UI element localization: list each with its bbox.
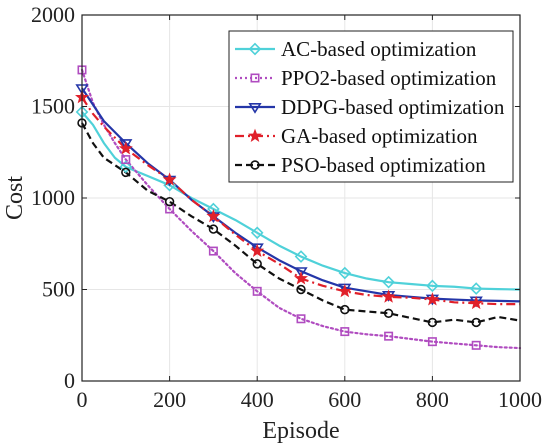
series-line-pso-based-optimization	[81, 122, 521, 324]
data-point-ac-based-optimization	[338, 266, 352, 280]
data-point-ac-based-optimization	[382, 275, 395, 289]
data-point-ppo2-based-optimization	[208, 246, 218, 256]
data-point-ac-based-optimization	[119, 160, 133, 174]
legend-label-ga-based-optimization: GA-based optimization	[281, 124, 478, 148]
legend-label-ddpg-based-optimization: DDPG-based optimization	[281, 95, 505, 119]
legend-label-ppo2-based-optimization: PPO2-based optimization	[281, 66, 497, 90]
data-point-ga-based-optimization	[162, 172, 177, 186]
y-tick-label: 0	[64, 368, 75, 393]
data-point-pso-based-optimization	[252, 259, 262, 269]
data-point-ppo2-based-optimization	[340, 327, 350, 337]
x-axis-label: Episode	[262, 418, 339, 444]
data-point-ac-based-optimization	[250, 226, 264, 240]
series-line-ppo2-based-optimization	[80, 68, 522, 350]
y-axis-label: Cost	[2, 176, 28, 220]
legend-label-pso-based-optimization: PSO-based optimization	[281, 153, 486, 177]
y-tick-label: 1000	[31, 185, 75, 210]
data-point-ddpg-based-optimization	[294, 267, 308, 278]
legend-label-ac-based-optimization: AC-based optimization	[281, 37, 477, 61]
legend-marker-ppo2-based-optimization	[250, 73, 260, 83]
legend-marker-pso-based-optimization	[250, 160, 260, 170]
data-point-ppo2-based-optimization	[384, 331, 394, 341]
data-point-ppo2-based-optimization	[296, 314, 306, 324]
data-point-ddpg-based-optimization	[119, 139, 133, 150]
data-point-pso-based-optimization	[340, 304, 350, 315]
data-point-ppo2-based-optimization	[121, 155, 131, 165]
data-point-pso-based-optimization	[296, 284, 306, 295]
y-tick-label: 2000	[31, 2, 75, 27]
data-point-ga-based-optimization	[118, 141, 133, 155]
legend-marker-ga-based-optimization	[248, 128, 262, 142]
x-tick-label: 0	[77, 387, 88, 412]
data-point-pso-based-optimization	[164, 196, 175, 207]
x-tick-label: 200	[153, 387, 186, 412]
data-point-pso-based-optimization	[383, 308, 394, 318]
data-point-ga-based-optimization	[425, 292, 440, 306]
y-tick-label: 500	[42, 277, 75, 302]
data-point-ppo2-based-optimization	[471, 340, 481, 350]
data-point-ga-based-optimization	[294, 271, 308, 285]
legend-box	[228, 30, 514, 183]
legend: AC-based optimization PPO2-based optimiza…	[228, 30, 514, 183]
legend-marker-ddpg-based-optimization	[248, 103, 262, 114]
data-point-ga-based-optimization	[250, 243, 265, 258]
data-point-pso-based-optimization	[121, 167, 131, 178]
x-tick-label: 600	[328, 387, 361, 412]
data-point-pso-based-optimization	[471, 317, 481, 328]
x-tick-label: 1000	[498, 387, 542, 412]
data-point-ga-based-optimization	[469, 295, 484, 310]
data-point-ppo2-based-optimization	[427, 337, 437, 347]
x-tick-label: 800	[416, 387, 449, 412]
data-point-pso-based-optimization	[208, 224, 219, 234]
data-point-ac-based-optimization	[469, 282, 483, 295]
series-markers	[75, 65, 484, 350]
data-point-ac-based-optimization	[426, 279, 439, 293]
data-point-ga-based-optimization	[381, 289, 396, 303]
data-point-ac-based-optimization	[294, 250, 308, 263]
data-point-pso-based-optimization	[427, 317, 438, 328]
y-tick-label: 1500	[31, 94, 75, 119]
axis-ticks: 0 200 400 600 800 1000 0 500 1000 1500 2000	[31, 2, 542, 412]
data-point-ppo2-based-optimization	[252, 286, 262, 296]
data-point-ga-based-optimization	[206, 208, 221, 223]
x-tick-label: 400	[241, 387, 274, 412]
legend-marker-ac-based-optimization	[248, 42, 262, 56]
data-point-ga-based-optimization	[337, 283, 352, 298]
series-line-ga-based-optimization	[81, 96, 520, 306]
